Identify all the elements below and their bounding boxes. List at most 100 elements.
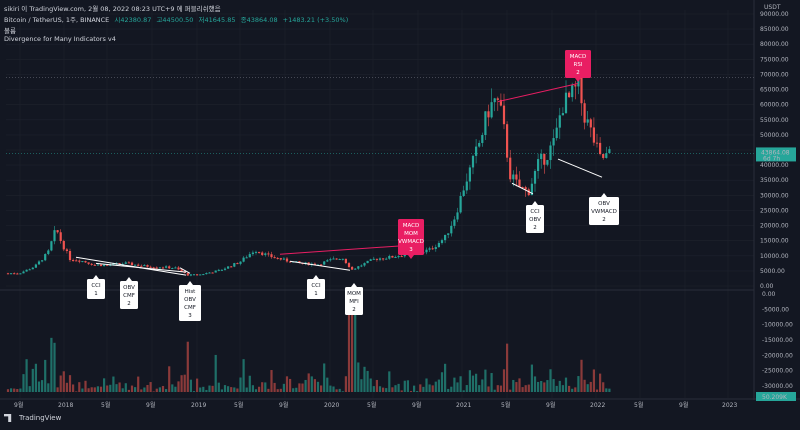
open-value: 시42380.87: [114, 16, 152, 24]
volume-bar: [282, 383, 285, 392]
volume-bar: [130, 385, 134, 392]
candle-body: [440, 240, 444, 243]
label-box: [589, 197, 619, 225]
volume-bar: [409, 390, 413, 392]
volume-bar: [202, 386, 205, 392]
candle-body: [279, 258, 282, 260]
volume-bar: [555, 385, 558, 392]
volume-bar: [351, 312, 354, 392]
time-axis-label: 2020: [324, 402, 339, 409]
label-text: MACD: [403, 223, 420, 229]
volume-axis-label: -30000.00: [762, 383, 793, 390]
volume-bar: [37, 381, 41, 392]
volume-bar: [13, 388, 16, 392]
volume-bar: [47, 383, 50, 392]
volume-bar: [127, 389, 130, 392]
time-axis-label: 5월: [101, 401, 110, 409]
price-axis-label: 80000.00: [760, 41, 789, 48]
candle-body: [382, 258, 385, 260]
volume-bar: [158, 387, 161, 392]
volume-bar: [121, 388, 124, 392]
candle-body: [496, 98, 499, 100]
divergence-tag-mom-mfi[interactable]: MOM MFI 2: [345, 283, 363, 315]
volume-axis-label: 0.00: [762, 291, 776, 298]
volume-current-label: 50.209K: [762, 394, 788, 401]
tradingview-brand[interactable]: TradingView: [4, 414, 61, 422]
volume-bar: [254, 389, 258, 392]
volume-bar: [270, 370, 273, 392]
volume-axis-label: -20000.00: [762, 352, 793, 359]
label-text: VWMACD: [591, 209, 617, 215]
candle-body: [28, 269, 31, 271]
divergence-tag-cci[interactable]: CCI 1: [87, 275, 105, 299]
symbol-title[interactable]: Bitcoin / TetherUS, 1주, BINANCE: [4, 16, 110, 24]
volume-bar: [375, 379, 378, 392]
volume-bar: [50, 337, 53, 392]
volume-bar: [289, 378, 292, 392]
candle-body: [403, 254, 406, 257]
candle-body: [78, 260, 81, 262]
volume-bar: [527, 384, 530, 392]
current-time-label: 6d 7h: [763, 155, 780, 162]
volume-bar: [307, 373, 310, 392]
candle-body: [106, 264, 109, 266]
label-text: 2: [576, 70, 580, 76]
volume-bar: [323, 363, 326, 392]
candle-body: [372, 258, 375, 260]
volume-bar: [338, 388, 341, 392]
volume-current-badge: [756, 392, 796, 401]
candle-body: [180, 269, 183, 272]
candle-body: [205, 273, 208, 275]
candle-body: [580, 77, 583, 104]
label-box: [307, 279, 325, 299]
candle-body: [313, 263, 316, 265]
price-axis-label: 20000.00: [760, 223, 789, 230]
volume-bar: [456, 382, 459, 392]
volume-legend[interactable]: 볼륨: [4, 27, 16, 35]
candle-body: [68, 250, 72, 261]
divergence-tag-hist-obv[interactable]: Hist OBV CMF 3: [179, 281, 201, 321]
volume-bar: [239, 377, 242, 392]
candle-body: [41, 260, 44, 262]
volume-bar: [369, 378, 372, 392]
candle-body: [298, 261, 301, 263]
label-text: RSI: [574, 62, 583, 68]
candle-body: [81, 261, 84, 263]
volume-bar: [586, 384, 589, 392]
volume-bar: [31, 368, 34, 392]
candle-body: [326, 260, 329, 262]
divergence-tag-cci-2020[interactable]: CCI 1: [307, 275, 325, 299]
volume-bar: [84, 380, 87, 392]
volume-bar: [217, 382, 220, 392]
candle-body: [506, 124, 509, 158]
candle-body: [236, 263, 239, 265]
divergence-tag-macd-rsi[interactable]: MACD RSI 2: [565, 50, 591, 82]
divergence-tag-obv-vwmacd[interactable]: OBV VWMACD 2: [589, 193, 619, 225]
indicator-legend[interactable]: Divergence for Many Indicators v4: [4, 35, 116, 43]
candle-body: [285, 258, 289, 262]
price-axis-label: 90000.00: [760, 11, 789, 18]
divergence-line: [511, 182, 534, 195]
volume-bar: [233, 387, 236, 392]
label-box: [345, 287, 363, 315]
volume-bar: [506, 343, 509, 392]
candle-body: [521, 187, 524, 189]
volume-bar: [329, 385, 332, 392]
divergence-tag-obv-cmf[interactable]: OBV CMF 2: [120, 277, 138, 309]
volume-bar: [146, 384, 149, 392]
time-axis-label: 2018: [58, 402, 73, 409]
volume-bar: [320, 385, 323, 392]
label-text: 3: [188, 313, 192, 319]
candle-body: [323, 261, 326, 265]
volume-bar: [168, 366, 171, 392]
candle-body: [546, 160, 549, 165]
divergence-tag-cci-obv[interactable]: CCI OBV 2: [526, 201, 544, 233]
divergence-tag-macd-mom[interactable]: MACD MOM VWMACD 3: [398, 219, 424, 259]
candle-body: [273, 257, 276, 259]
volume-bar: [155, 388, 158, 392]
candle-body: [369, 259, 372, 261]
candle-body: [59, 232, 62, 241]
volume-bar: [502, 369, 506, 392]
time-axis-label: 9월: [412, 401, 421, 409]
